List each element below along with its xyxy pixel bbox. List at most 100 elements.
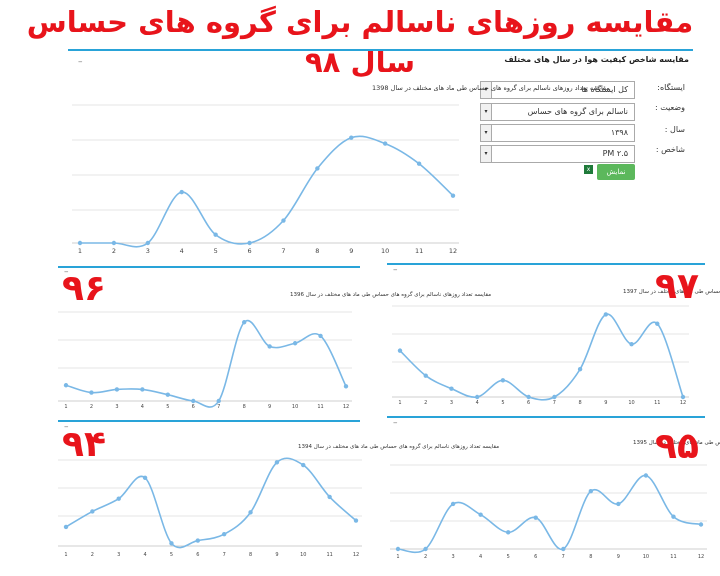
data-point[interactable] bbox=[577, 366, 583, 372]
data-point[interactable] bbox=[680, 394, 686, 400]
data-point[interactable] bbox=[629, 341, 634, 347]
status-select[interactable]: ▾ ناسالم برای گروه های حساس bbox=[480, 103, 635, 121]
series-line bbox=[397, 474, 702, 554]
data-point[interactable] bbox=[77, 240, 83, 246]
x-tick-label: 8 bbox=[589, 554, 592, 560]
x-tick-label: 7 bbox=[281, 247, 285, 255]
data-point[interactable] bbox=[526, 394, 531, 400]
data-point[interactable] bbox=[111, 240, 117, 246]
data-point[interactable] bbox=[349, 135, 354, 140]
data-point[interactable] bbox=[165, 392, 171, 397]
x-tick-label: 5 bbox=[214, 247, 218, 255]
data-point[interactable] bbox=[292, 341, 298, 346]
data-point[interactable] bbox=[343, 384, 349, 389]
data-point[interactable] bbox=[145, 240, 151, 246]
index-select[interactable]: ▾ PM ۲.۵ bbox=[480, 145, 635, 163]
data-point[interactable] bbox=[603, 312, 609, 317]
data-point[interactable] bbox=[450, 501, 456, 507]
data-point[interactable] bbox=[315, 166, 320, 171]
excel-icon[interactable]: x bbox=[584, 165, 593, 174]
data-point[interactable] bbox=[397, 348, 403, 353]
collapse-icon[interactable]: – bbox=[64, 267, 69, 277]
data-point[interactable] bbox=[382, 141, 388, 146]
data-point[interactable] bbox=[90, 509, 95, 514]
main-panel: مقایسه شاخص کیفیت هوا در سال های مختلف –… bbox=[68, 49, 693, 265]
x-tick-label: 8 bbox=[243, 404, 246, 410]
data-point[interactable] bbox=[221, 531, 227, 537]
data-point[interactable] bbox=[169, 541, 174, 546]
x-tick-label: 5 bbox=[501, 400, 504, 406]
x-tick-label: 3 bbox=[451, 554, 454, 560]
data-point[interactable] bbox=[671, 514, 676, 519]
collapse-icon[interactable]: – bbox=[78, 57, 83, 67]
station-select[interactable]: ▾ کل ایستگاه ها bbox=[480, 81, 635, 99]
x-tick-label: 3 bbox=[117, 552, 120, 558]
x-tick-label: 10 bbox=[300, 552, 306, 558]
data-point[interactable] bbox=[643, 473, 649, 478]
data-point[interactable] bbox=[63, 383, 69, 388]
collapse-icon[interactable]: – bbox=[64, 422, 69, 432]
x-tick-label: 4 bbox=[141, 404, 144, 410]
data-point[interactable] bbox=[474, 394, 480, 400]
data-point[interactable] bbox=[505, 530, 511, 535]
data-point[interactable] bbox=[698, 522, 704, 527]
data-point[interactable] bbox=[588, 488, 594, 494]
data-point[interactable] bbox=[655, 321, 660, 326]
data-point[interactable] bbox=[248, 510, 253, 515]
data-point[interactable] bbox=[179, 189, 184, 195]
data-point[interactable] bbox=[500, 378, 506, 383]
data-point[interactable] bbox=[116, 496, 121, 501]
data-point[interactable] bbox=[301, 462, 306, 468]
x-tick-label: 9 bbox=[617, 554, 620, 560]
status-value: ناسالم برای گروه های حساس bbox=[527, 107, 628, 116]
data-point[interactable] bbox=[267, 344, 272, 349]
x-tick-label: 1 bbox=[64, 552, 67, 558]
data-point[interactable] bbox=[281, 218, 286, 223]
data-point[interactable] bbox=[142, 475, 148, 481]
x-tick-label: 8 bbox=[249, 552, 252, 558]
x-tick-label: 1 bbox=[78, 247, 82, 255]
data-point[interactable] bbox=[140, 387, 145, 392]
index-label: شاخص : bbox=[655, 145, 685, 154]
data-point[interactable] bbox=[353, 518, 359, 523]
x-tick-label: 3 bbox=[115, 404, 118, 410]
collapse-icon[interactable]: – bbox=[393, 418, 398, 428]
data-point[interactable] bbox=[533, 515, 538, 520]
x-tick-label: 11 bbox=[415, 247, 423, 255]
show-button[interactable]: نمایش bbox=[597, 164, 635, 180]
series-line bbox=[65, 319, 347, 408]
data-point[interactable] bbox=[191, 398, 196, 404]
data-point[interactable] bbox=[561, 546, 566, 552]
x-tick-label: 10 bbox=[381, 247, 389, 255]
data-point[interactable] bbox=[616, 501, 621, 507]
data-point[interactable] bbox=[478, 512, 483, 517]
data-point[interactable] bbox=[241, 320, 247, 325]
x-tick-label: 6 bbox=[527, 400, 530, 406]
data-point[interactable] bbox=[247, 240, 252, 246]
data-point[interactable] bbox=[213, 232, 218, 237]
x-tick-label: 10 bbox=[643, 554, 649, 560]
data-point[interactable] bbox=[450, 193, 456, 198]
data-point[interactable] bbox=[195, 538, 201, 543]
x-tick-label: 2 bbox=[91, 552, 94, 558]
data-point[interactable] bbox=[395, 546, 401, 552]
data-point[interactable] bbox=[114, 387, 120, 392]
data-point[interactable] bbox=[89, 390, 94, 395]
year-label: سال : bbox=[664, 125, 685, 134]
year-select[interactable]: ▾ ۱۳۹۸ bbox=[480, 124, 635, 142]
data-point[interactable] bbox=[327, 494, 332, 500]
x-tick-label: 2 bbox=[424, 554, 427, 560]
data-point[interactable] bbox=[216, 398, 221, 404]
x-tick-label: 11 bbox=[670, 554, 676, 560]
data-point[interactable] bbox=[416, 161, 422, 166]
data-point[interactable] bbox=[423, 546, 428, 552]
data-point[interactable] bbox=[274, 460, 280, 465]
x-tick-label: 5 bbox=[170, 552, 173, 558]
year-tag-96: ۹۶ bbox=[62, 268, 106, 309]
data-point[interactable] bbox=[449, 386, 454, 391]
data-point[interactable] bbox=[552, 394, 557, 400]
data-point[interactable] bbox=[423, 373, 428, 378]
collapse-icon[interactable]: – bbox=[393, 265, 398, 275]
data-point[interactable] bbox=[318, 333, 323, 339]
data-point[interactable] bbox=[63, 524, 69, 530]
